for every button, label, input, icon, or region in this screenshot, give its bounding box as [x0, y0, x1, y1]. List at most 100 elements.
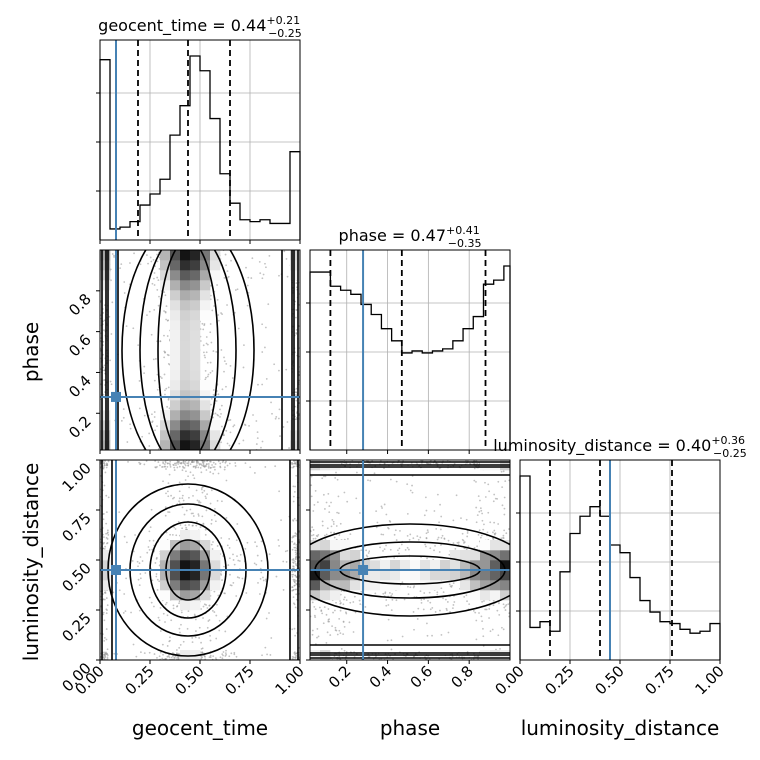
scatter-point	[420, 601, 423, 604]
scatter-point	[222, 434, 225, 436]
scatter-point	[212, 466, 215, 469]
scatter-point	[261, 277, 264, 280]
density-cell	[170, 330, 181, 341]
scatter-point	[383, 462, 386, 465]
scatter-point	[181, 497, 184, 500]
scatter-point	[310, 475, 313, 478]
scatter-point	[295, 474, 298, 477]
scatter-point	[202, 522, 205, 525]
scatter-point	[182, 640, 185, 643]
scatter-point	[485, 608, 488, 611]
scatter-point	[137, 565, 139, 568]
scatter-point	[165, 318, 168, 321]
scatter-point	[122, 408, 125, 410]
scatter-point	[103, 329, 105, 332]
density-cell	[170, 580, 181, 591]
scatter-point	[340, 602, 342, 604]
scatter-point	[164, 461, 167, 464]
scatter-point	[493, 529, 496, 532]
scatter-point	[487, 483, 490, 486]
scatter-point	[216, 413, 219, 416]
density-cell	[180, 280, 191, 291]
scatter-point	[291, 575, 294, 578]
scatter-point	[113, 254, 115, 257]
density-cell	[160, 550, 171, 561]
ytick-label-luminosity_distance-1: 0.25	[58, 609, 94, 645]
density-cell	[210, 250, 221, 261]
scatter-point	[170, 494, 172, 497]
scatter-point	[178, 481, 181, 484]
scatter-point	[408, 538, 411, 541]
density-cell	[470, 590, 481, 601]
density-inner-phase-luminosity_distance	[310, 460, 510, 660]
scatter-point	[247, 276, 250, 279]
scatter-point	[294, 316, 297, 319]
scatter-point	[143, 652, 146, 655]
scatter-point	[295, 553, 297, 556]
scatter-point	[292, 500, 295, 503]
scatter-point	[294, 634, 297, 637]
scatter-point	[324, 475, 327, 478]
scatter-point	[212, 472, 215, 475]
scatter-point	[273, 363, 276, 366]
scatter-point	[237, 327, 240, 330]
scatter-point	[337, 495, 340, 498]
scatter-point	[169, 465, 172, 468]
scatter-point	[412, 611, 415, 613]
scatter-point	[217, 393, 220, 396]
scatter-point	[171, 533, 174, 536]
scatter-point	[311, 633, 314, 636]
scatter-point	[232, 425, 235, 428]
scatter-point	[158, 655, 161, 658]
scatter-point	[338, 629, 341, 632]
scatter-point	[224, 652, 227, 655]
density-cell	[410, 550, 421, 561]
scatter-point	[225, 460, 227, 463]
scatter-point	[177, 520, 180, 523]
scatter-point	[315, 534, 318, 537]
scatter-point	[140, 651, 142, 654]
xtick-label-luminosity_distance-1: 0.25	[541, 662, 577, 698]
scatter-point	[484, 481, 486, 484]
scatter-point	[150, 508, 153, 511]
scatter-point	[213, 305, 216, 307]
scatter-point	[342, 621, 345, 623]
scatter-point	[423, 598, 425, 601]
scatter-point	[227, 419, 230, 422]
scatter-point	[210, 466, 212, 469]
hist-steps-phase	[309, 265, 511, 450]
scatter-point	[294, 606, 297, 609]
scatter-point	[206, 607, 209, 609]
scatter-point	[406, 483, 409, 486]
scatter-point	[187, 610, 190, 613]
density-inner-geocent_time-phase	[100, 250, 300, 450]
density-cell	[190, 390, 201, 401]
scatter-point	[446, 609, 448, 612]
scatter-point	[226, 304, 228, 306]
scatter-point	[124, 610, 127, 613]
scatter-point	[443, 537, 446, 540]
density-cell	[450, 570, 461, 581]
scatter-point	[102, 340, 105, 343]
density-cell	[440, 560, 451, 571]
scatter-point	[294, 658, 297, 660]
title-phase: phase = 0.47+0.41 −0.35	[339, 224, 482, 250]
scatter-point	[480, 534, 483, 537]
scatter-point	[295, 549, 298, 552]
scatter-point	[293, 578, 296, 581]
scatter-point	[412, 655, 415, 658]
scatter-point	[483, 523, 485, 526]
scatter-point	[154, 562, 157, 564]
contour-edge-left-0	[101, 250, 107, 450]
scatter-point	[110, 279, 112, 282]
scatter-point	[213, 466, 216, 468]
scatter-point	[274, 465, 277, 468]
scatter-point	[376, 521, 379, 524]
scatter-point	[127, 460, 129, 463]
density-cell	[330, 550, 341, 561]
scatter-point	[294, 485, 296, 488]
scatter-point	[228, 557, 231, 560]
scatter-point	[198, 500, 201, 503]
scatter-point	[278, 369, 280, 372]
scatter-point	[339, 632, 342, 635]
